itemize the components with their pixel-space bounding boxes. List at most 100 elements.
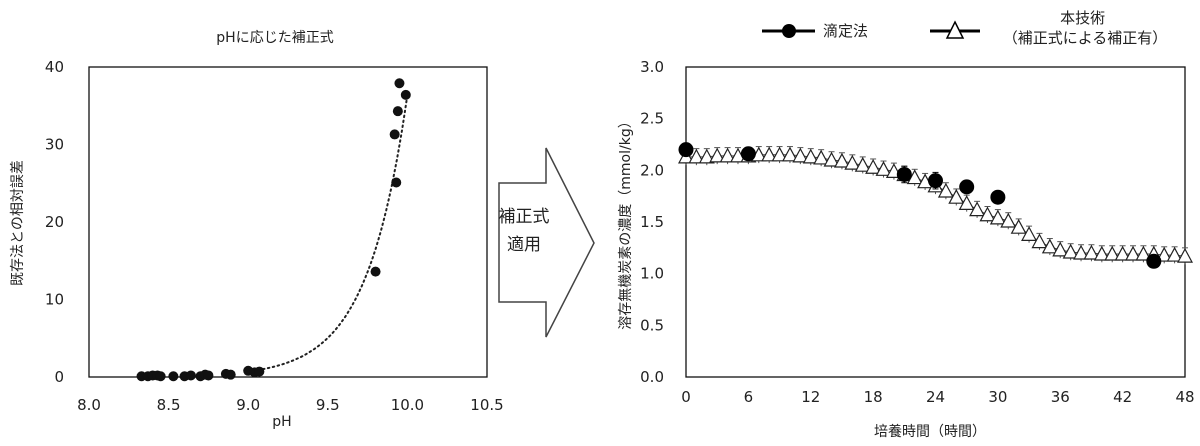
left-data-points: [136, 78, 411, 382]
left-x-tick-label: 9.0: [236, 396, 260, 414]
left-x-tick-label: 8.0: [77, 396, 101, 414]
circle-marker: [678, 142, 694, 158]
triangle-marker: [937, 182, 954, 198]
triangle-marker: [1125, 245, 1142, 261]
left-y-tick-label: 20: [45, 213, 64, 231]
triangle-marker: [781, 146, 798, 162]
right-y-tick-label: 0.5: [640, 316, 664, 334]
legend: 滴定法 本技術 （補正式による補正有）: [762, 9, 1167, 47]
right-x-tick-label: 6: [744, 388, 754, 406]
left-x-tick-label: 10.5: [470, 396, 503, 414]
left-y-tick-label: 10: [45, 291, 64, 309]
triangle-marker: [1031, 233, 1048, 249]
triangle-marker: [1135, 245, 1152, 261]
data-point: [394, 78, 405, 89]
triangle-marker: [1062, 243, 1079, 259]
triangle-marker: [1000, 212, 1017, 228]
triangle-marker: [948, 188, 965, 204]
circle-marker: [740, 146, 756, 162]
triangle-marker: [979, 206, 996, 222]
data-point: [225, 369, 236, 380]
left-x-tick-label: 8.5: [157, 396, 181, 414]
triangle-marker: [813, 149, 830, 165]
triangle-marker: [854, 156, 871, 172]
right-x-axis-title: 培養時間（時間）: [874, 423, 986, 440]
titration-markers: [678, 142, 1162, 269]
left-y-axis-title: 既存法との相対誤差: [10, 160, 26, 286]
left-y-tick-label: 40: [45, 58, 64, 76]
right-x-tick-labels: 0 6 12 18 24 30 36 42 48: [681, 388, 1194, 406]
left-x-axis-title: pH: [272, 414, 291, 430]
triangle-marker: [1021, 226, 1038, 241]
triangle-marker: [761, 146, 778, 162]
triangle-marker: [823, 151, 840, 167]
arrow-label-line2: 適用: [507, 235, 541, 255]
triangle-marker: [1010, 218, 1027, 234]
left-chart-title: pHに応じた補正式: [216, 30, 333, 46]
triangle-marker: [688, 148, 705, 164]
triangle-marker: [969, 201, 986, 217]
circle-marker: [928, 173, 943, 189]
triangle-marker: [771, 146, 788, 162]
circle-marker: [990, 189, 1006, 205]
right-y-tick-label: 1.0: [640, 265, 664, 283]
right-x-tick-label: 24: [926, 388, 945, 406]
right-x-tick-label: 0: [681, 388, 691, 406]
apply-correction-arrow: 補正式 適用: [498, 147, 595, 338]
left-y-tick-labels: 0 10 20 30 40: [45, 58, 64, 386]
circle-marker: [1146, 253, 1162, 269]
triangle-marker: [875, 161, 892, 176]
left-y-tick-label: 0: [54, 368, 64, 386]
triangle-marker: [698, 148, 715, 164]
data-point: [168, 371, 179, 382]
fit-curve: [247, 93, 409, 373]
data-point: [389, 129, 400, 140]
right-y-tick-label: 2.0: [640, 161, 664, 179]
right-x-tick-label: 36: [1051, 388, 1070, 406]
data-point: [392, 106, 403, 117]
triangle-marker: [1052, 241, 1069, 257]
right-x-tick-label: 18: [864, 388, 883, 406]
legend-technique-label-line1: 本技術: [1060, 9, 1105, 27]
right-y-tick-label: 0.0: [640, 368, 664, 386]
legend-titration-marker: [782, 24, 796, 38]
triangle-marker: [1114, 245, 1131, 261]
left-x-tick-labels: 8.0 8.5 9.0 9.5 10.0 10.5: [77, 396, 504, 414]
right-y-tick-label: 3.0: [640, 58, 664, 76]
technique-series-line: [686, 154, 1186, 257]
left-plot-frame: [88, 66, 488, 378]
titration-error-bars: [683, 144, 1157, 266]
triangle-marker: [1176, 247, 1194, 263]
data-point: [155, 371, 166, 382]
right-y-axis-title: 溶存無機炭素の濃度（mmol/kg）: [618, 114, 634, 329]
triangle-marker: [989, 209, 1006, 225]
triangle-marker: [719, 147, 736, 163]
triangle-marker: [865, 158, 882, 174]
triangle-marker: [1166, 246, 1183, 262]
right-x-tick-label: 48: [1175, 388, 1194, 406]
data-point: [370, 266, 381, 277]
technique-markers: [677, 146, 1194, 263]
triangle-marker: [802, 148, 819, 164]
right-y-tick-label: 2.5: [640, 110, 664, 128]
triangle-marker: [1104, 245, 1121, 261]
right-chart: 滴定法 本技術 （補正式による補正有） 0 6 12 18 24 30 36 42 48 0.0…: [618, 9, 1195, 440]
circle-marker: [959, 179, 975, 195]
triangle-marker: [1093, 245, 1110, 261]
triangle-marker: [958, 195, 975, 210]
legend-technique-label-line2: （補正式による補正有）: [1003, 29, 1168, 47]
legend-titration-label: 滴定法: [823, 22, 868, 40]
triangle-marker: [833, 152, 850, 168]
legend-technique-label: 本技術 （補正式による補正有）: [1003, 9, 1168, 47]
circle-marker: [896, 166, 912, 182]
right-y-tick-label: 1.5: [640, 213, 664, 231]
left-x-tick-label: 10.0: [391, 396, 424, 414]
right-x-tick-label: 42: [1113, 388, 1132, 406]
data-point: [400, 89, 411, 100]
data-point: [254, 366, 265, 377]
data-point: [391, 177, 402, 188]
triangle-marker: [709, 147, 726, 163]
triangle-marker: [1083, 244, 1100, 260]
right-y-tick-labels: 0.0 0.5 1.0 1.5 2.0 2.5 3.0: [640, 58, 664, 386]
